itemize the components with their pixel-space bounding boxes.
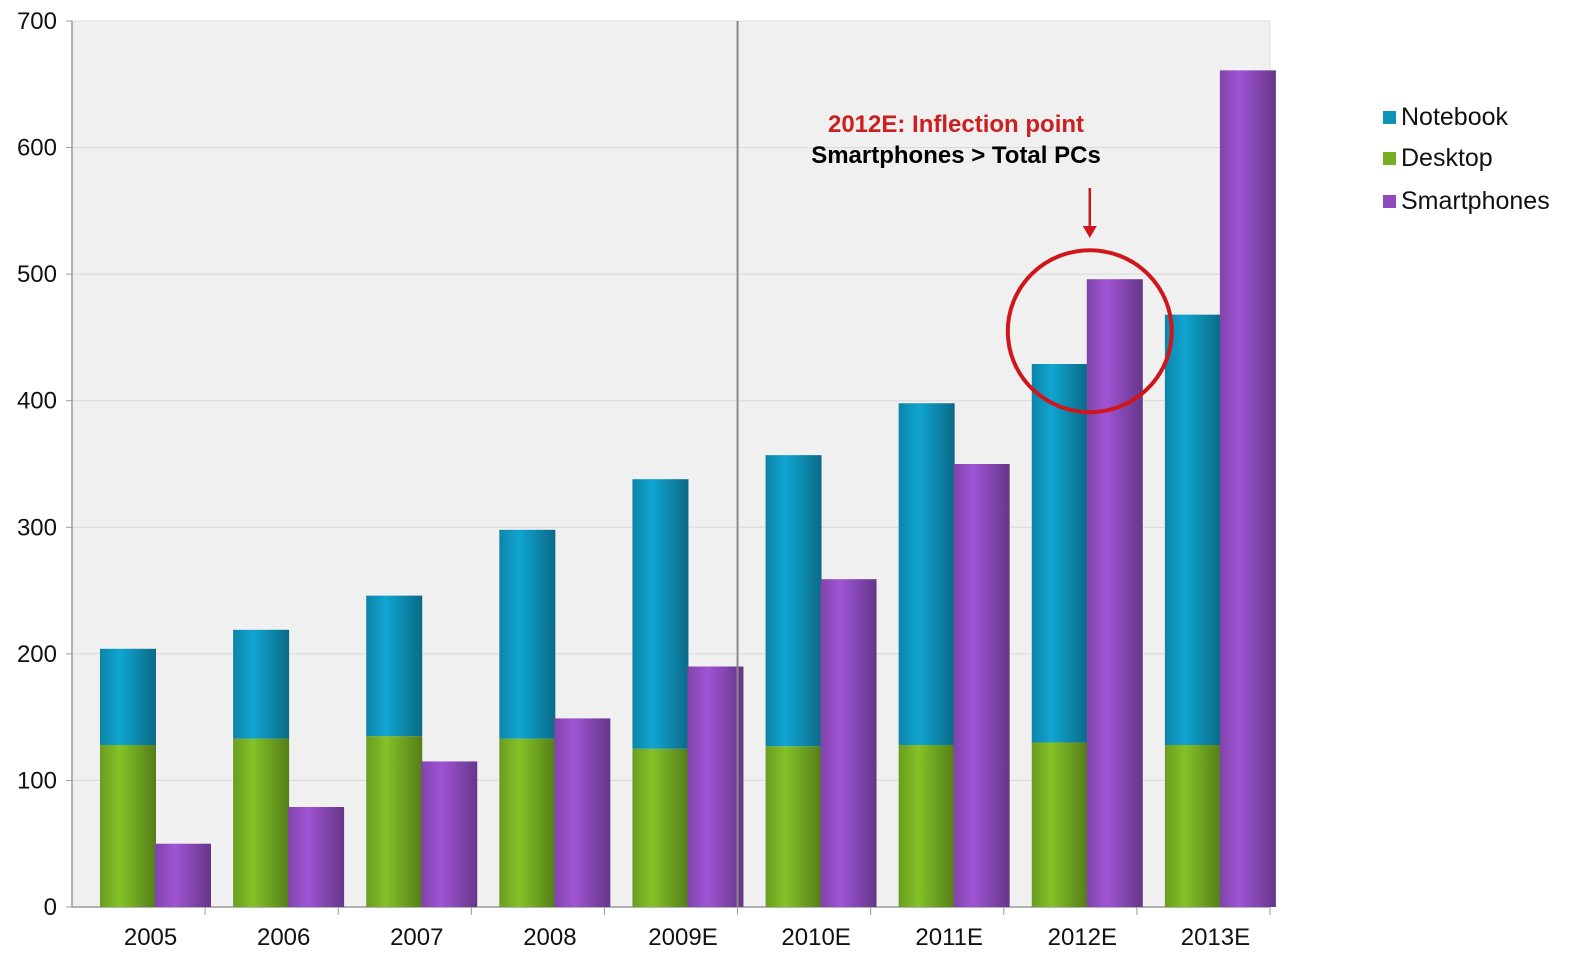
legend-swatch-notebook	[1383, 111, 1396, 124]
bar-notebook	[233, 629, 290, 739]
bar-notebook	[632, 479, 689, 749]
bar-notebook	[765, 455, 822, 747]
legend-swatch-desktop	[1383, 152, 1396, 165]
legend-label-smartphones: Smartphones	[1401, 187, 1550, 215]
bar-notebook	[100, 648, 156, 745]
annotation-circle	[1005, 248, 1174, 415]
bar-smartphones	[421, 761, 478, 907]
bar-smartphones	[687, 666, 744, 907]
legend-swatch-smartphones	[1383, 195, 1396, 208]
bar-desktop	[898, 744, 955, 907]
x-tick-label: 2012E	[1048, 924, 1117, 951]
x-tick-label: 2011E	[915, 924, 983, 951]
bar-notebook	[1164, 314, 1221, 745]
bar-desktop	[233, 738, 290, 907]
legend-label-desktop: Desktop	[1401, 144, 1493, 172]
y-tick-label: 100	[17, 767, 57, 794]
annotation-subtitle: Smartphones > Total PCs	[811, 142, 1101, 169]
bar-smartphones	[820, 579, 877, 907]
y-tick-label: 600	[17, 135, 57, 162]
bar-desktop	[100, 744, 156, 907]
bar-smartphones	[953, 464, 1010, 907]
bar-desktop	[1031, 742, 1088, 907]
bar-notebook	[366, 595, 423, 737]
y-tick-label: 400	[17, 388, 57, 415]
bar-desktop	[1164, 744, 1221, 907]
bar-notebook	[499, 529, 556, 739]
x-tick-label: 2009E	[648, 924, 717, 951]
y-tick-label: 0	[44, 894, 57, 921]
y-tick-label: 500	[17, 261, 57, 288]
annotation-title: 2012E: Inflection point	[828, 111, 1084, 138]
y-tick-label: 300	[17, 514, 57, 541]
x-tick-label: 2006	[257, 924, 310, 951]
bar-smartphones	[1219, 70, 1276, 907]
y-tick-label: 200	[17, 641, 57, 668]
bar-smartphones	[554, 718, 611, 907]
bar-notebook	[898, 403, 955, 745]
bar-desktop	[366, 736, 423, 907]
x-tick-label: 2008	[523, 924, 576, 951]
bar-smartphones	[155, 843, 211, 907]
x-tick-label: 2010E	[781, 924, 850, 951]
x-tick-label: 2013E	[1181, 924, 1250, 951]
x-tick-label: 2005	[124, 924, 177, 951]
y-tick-label: 700	[17, 8, 57, 35]
bar-notebook	[1031, 364, 1088, 743]
x-tick-label: 2007	[390, 924, 443, 951]
annotation-arrow-head	[1082, 226, 1097, 238]
bar-smartphones	[288, 807, 345, 907]
bar-desktop	[632, 748, 689, 907]
bar-smartphones	[1086, 279, 1143, 908]
legend-label-notebook: Notebook	[1401, 103, 1509, 131]
bar-desktop	[499, 738, 556, 907]
bar-desktop	[765, 746, 822, 907]
